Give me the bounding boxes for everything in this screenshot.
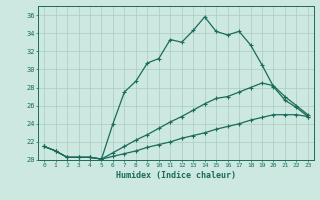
X-axis label: Humidex (Indice chaleur): Humidex (Indice chaleur) <box>116 171 236 180</box>
